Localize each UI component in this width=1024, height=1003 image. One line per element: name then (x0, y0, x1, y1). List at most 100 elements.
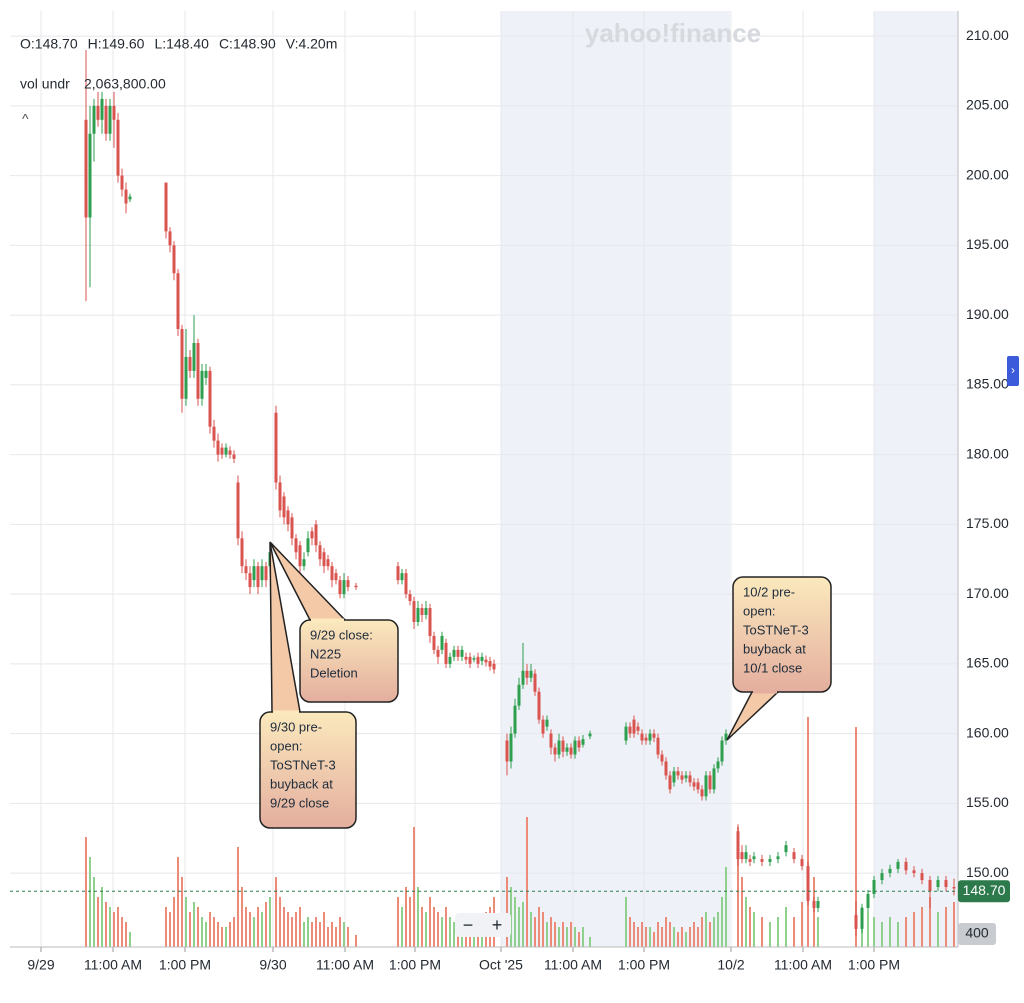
callout-text: 9/29 close (270, 795, 329, 810)
candle-body (96, 105, 100, 120)
volume-bar (689, 927, 691, 947)
volume-bar (117, 907, 119, 947)
x-tick-label: 11:00 AM (774, 957, 832, 973)
candle-body (346, 580, 350, 588)
candle-body (302, 559, 306, 567)
volume-bar (546, 922, 548, 947)
candle-body (680, 775, 684, 780)
candle-body (314, 524, 318, 546)
volume-bar (269, 897, 271, 947)
volume-bar (725, 867, 727, 947)
candle-body (330, 566, 334, 581)
candle-body (628, 726, 632, 734)
volume-bar (205, 922, 207, 947)
candle-body (318, 545, 322, 560)
candle-body (440, 635, 444, 650)
volume-bar (817, 917, 819, 947)
callout: 10/2 pre-open: ToSTNeT-3 buyback at 10/1 cl… (726, 576, 832, 741)
volume-bar (449, 917, 451, 947)
volume-bar (355, 935, 357, 947)
x-tick-label: 11:00 AM (544, 957, 602, 973)
callout-pointer (726, 691, 780, 741)
candle-body (196, 342, 200, 399)
candle-body (104, 105, 108, 134)
volume-bar (921, 907, 923, 947)
volume-bar (769, 922, 771, 947)
volume-bar (550, 917, 552, 947)
candle-body (816, 900, 820, 908)
callout-text: open: (270, 738, 303, 753)
candle-body (310, 531, 314, 539)
candle-body (100, 98, 104, 120)
candle-body (573, 740, 577, 755)
candle-body (84, 119, 88, 218)
volume-bar (177, 857, 179, 947)
volume-bar (125, 922, 127, 947)
volume-bar (929, 897, 931, 947)
y-tick-label: 185.00 (966, 376, 1009, 392)
candle-body (904, 861, 908, 871)
volume-bar (657, 922, 659, 947)
candle-body (577, 740, 581, 748)
callout-text: 9/29 close: (310, 627, 373, 642)
side-tab[interactable] (1007, 356, 1019, 386)
candle-body (740, 852, 744, 860)
candle-body (396, 566, 400, 581)
y-tick-label: 210.00 (966, 27, 1009, 43)
volume-bar (570, 922, 572, 947)
volume-bar (745, 897, 747, 947)
volume-bar (807, 717, 809, 947)
candle-body (664, 761, 668, 776)
candle-body (412, 601, 416, 622)
volume-bar (437, 912, 439, 947)
candle-body (509, 733, 513, 762)
last-price-label: 148.70 (963, 882, 1006, 898)
candle-body (553, 747, 557, 755)
candle-body (92, 105, 96, 134)
volume-bar (855, 727, 857, 947)
volume-bar (685, 932, 687, 947)
candle-body (644, 737, 648, 741)
volume-bar (534, 917, 536, 947)
x-tick-label: 1:00 PM (618, 957, 670, 973)
volume-bar (397, 897, 399, 947)
candle-body (517, 684, 521, 706)
x-tick-label: 1:00 PM (389, 957, 441, 973)
candle-body (286, 510, 290, 525)
candle-body (525, 670, 529, 678)
side-tab-icon[interactable]: › (1011, 363, 1015, 377)
candle-body (448, 656, 452, 664)
volume-bar (327, 927, 329, 947)
ohlc-readout: V:4.20m (286, 36, 338, 52)
callout-text: ToSTNeT-3 (743, 622, 809, 637)
volume-bar (265, 902, 267, 947)
zoom-in[interactable]: + (492, 915, 503, 935)
volume-value: 2,063,800.00 (84, 76, 166, 92)
volume-bar (245, 907, 247, 947)
candle-body (676, 771, 680, 776)
candle-body (428, 608, 432, 636)
y-tick-label: 160.00 (966, 724, 1009, 740)
volume-bar (578, 932, 580, 947)
candle-body (216, 440, 220, 455)
volume-bar (93, 877, 95, 947)
candle-body (660, 754, 664, 762)
volume-bar (913, 912, 915, 947)
volume-bar (257, 907, 259, 947)
collapse-button[interactable]: ^ (22, 111, 29, 127)
volume-bar (897, 922, 899, 947)
candle-body (424, 608, 428, 616)
candle-body (952, 887, 956, 889)
candle-body (290, 517, 294, 539)
ohlc-readout: C:148.90 (219, 36, 276, 52)
candle-body (928, 880, 932, 892)
volume-bar (249, 912, 251, 947)
session-shade (501, 11, 730, 947)
zoom-out[interactable]: − (463, 915, 474, 935)
candle-body (692, 782, 696, 787)
volume-bar (129, 932, 131, 947)
y-tick-label: 175.00 (966, 515, 1009, 531)
y-tick-label: 205.00 (966, 97, 1009, 113)
candle-body (581, 739, 585, 745)
y-tick-label: 195.00 (966, 236, 1009, 252)
